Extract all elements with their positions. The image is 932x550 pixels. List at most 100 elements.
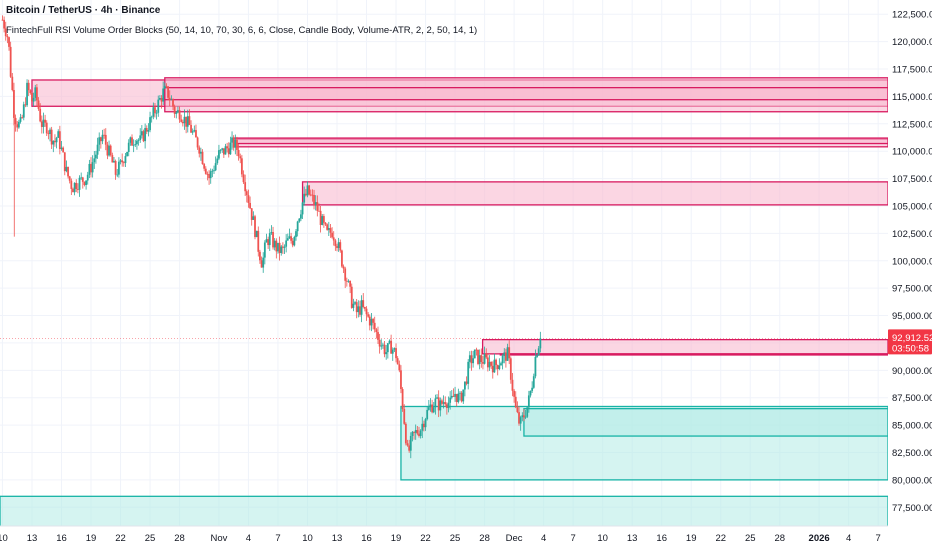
candle-up bbox=[268, 233, 271, 246]
time-axis[interactable]: 10 13 16 19 22 25 28 Nov 4 7 10 13 16 19 22 25 28 Dec 4 7 10… bbox=[0, 525, 932, 550]
candle-up bbox=[436, 397, 438, 399]
candle-up bbox=[391, 349, 394, 354]
candle-up bbox=[501, 355, 504, 364]
candle-up bbox=[73, 182, 76, 193]
candle-up bbox=[183, 116, 186, 124]
candle-down bbox=[311, 194, 314, 196]
candle-down bbox=[291, 240, 294, 246]
time-axis-bg bbox=[0, 526, 932, 550]
candle-down bbox=[431, 404, 434, 413]
candle-down bbox=[344, 268, 347, 281]
candle-up bbox=[536, 355, 538, 357]
candle-up bbox=[221, 148, 224, 150]
time-tick-label: 22 bbox=[420, 533, 431, 544]
candle-up bbox=[286, 238, 289, 241]
candle-down bbox=[309, 194, 312, 196]
candle-down bbox=[250, 208, 253, 220]
candle-up bbox=[32, 97, 35, 102]
candle-up bbox=[117, 161, 120, 175]
candle-up bbox=[186, 116, 189, 127]
candle-down bbox=[350, 286, 353, 308]
price-tick-label: 82,500.00 bbox=[892, 448, 932, 459]
candle-down bbox=[201, 151, 204, 165]
candle-down bbox=[444, 402, 447, 405]
candle-down bbox=[103, 134, 106, 136]
price-axis[interactable]: 122,500.00 120,000.00 117,500.00 115,000.00… bbox=[888, 0, 932, 550]
candle-down bbox=[27, 82, 30, 91]
candle-down bbox=[378, 339, 381, 347]
time-tick-label: 28 bbox=[174, 533, 185, 544]
candle-down bbox=[326, 224, 329, 230]
candle-up bbox=[132, 144, 135, 146]
candle-down bbox=[254, 216, 256, 238]
candle-down bbox=[173, 106, 176, 114]
candle-down bbox=[206, 173, 209, 175]
candle-up bbox=[298, 218, 301, 222]
candle-up bbox=[280, 246, 283, 254]
candle-up bbox=[136, 140, 138, 145]
candle-down bbox=[154, 107, 156, 114]
candle-down bbox=[3, 19, 5, 29]
candle-down bbox=[496, 365, 499, 370]
candle-up bbox=[434, 398, 437, 408]
candle-down bbox=[363, 306, 366, 309]
time-tick-label: 25 bbox=[145, 533, 156, 544]
candle-up bbox=[211, 170, 214, 172]
price-tick-label: 105,000.00 bbox=[892, 201, 932, 212]
time-tick-label: 28 bbox=[774, 533, 785, 544]
candle-up bbox=[101, 134, 104, 142]
candle-up bbox=[432, 407, 435, 413]
candle-up bbox=[231, 137, 233, 143]
indicator-legend[interactable]: FintechFull RSI Volume Order Blocks (50,… bbox=[6, 25, 478, 36]
candle-up bbox=[526, 407, 529, 417]
candle-down bbox=[403, 408, 406, 424]
candle-down bbox=[68, 176, 71, 181]
time-tick-label: 19 bbox=[86, 533, 97, 544]
candle-down bbox=[226, 146, 229, 149]
candle-up bbox=[224, 146, 227, 155]
candle-up bbox=[124, 156, 127, 164]
candle-up bbox=[534, 356, 537, 377]
price-tick-label: 107,500.00 bbox=[892, 174, 932, 185]
candle-up bbox=[126, 151, 128, 157]
candle-up bbox=[78, 177, 81, 190]
candle-down bbox=[339, 242, 342, 251]
candle-up bbox=[163, 85, 166, 89]
candle-up bbox=[347, 280, 350, 282]
candle-down bbox=[416, 430, 419, 434]
candle-down bbox=[490, 361, 493, 366]
candle-up bbox=[144, 128, 147, 142]
candle-down bbox=[281, 246, 284, 248]
candle-up bbox=[527, 395, 530, 408]
candle-down bbox=[475, 349, 478, 351]
candle-down bbox=[1, 19, 4, 21]
candle-down bbox=[445, 404, 448, 409]
candle-up bbox=[370, 318, 373, 326]
candle-down bbox=[336, 246, 338, 248]
candle-down bbox=[377, 332, 379, 340]
candle-down bbox=[99, 137, 102, 142]
candle-down bbox=[47, 133, 50, 135]
time-tick-label: Dec bbox=[506, 533, 523, 544]
candle-up bbox=[116, 174, 119, 176]
candle-down bbox=[455, 393, 458, 403]
candle-down bbox=[76, 188, 79, 190]
candle-up bbox=[175, 112, 178, 114]
candle-down bbox=[114, 160, 117, 175]
time-tick-label: 16 bbox=[56, 533, 67, 544]
candle-up bbox=[252, 216, 255, 220]
candle-up bbox=[96, 144, 99, 155]
candle-down bbox=[259, 251, 261, 261]
price-tick-label: 90,000.00 bbox=[892, 366, 932, 377]
bullish-order-block bbox=[523, 408, 889, 437]
candle-up bbox=[300, 214, 302, 219]
time-tick-label: 25 bbox=[745, 533, 756, 544]
candle-down bbox=[168, 97, 171, 100]
candle-down bbox=[145, 128, 148, 132]
symbol-title[interactable]: Bitcoin / TetherUS · 4h · Binance bbox=[6, 5, 161, 16]
candle-down bbox=[160, 98, 163, 102]
candle-down bbox=[29, 90, 32, 93]
candle-down bbox=[109, 145, 112, 156]
candle-down bbox=[247, 195, 250, 203]
